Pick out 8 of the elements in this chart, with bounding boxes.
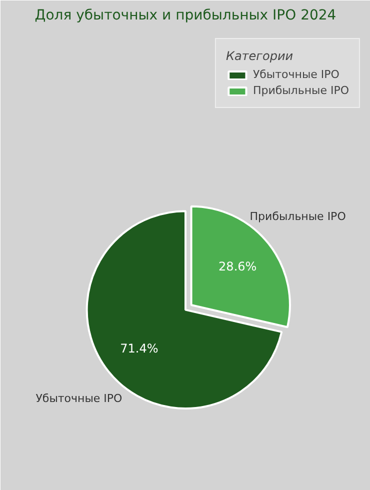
slice-label: Прибыльные IPO (250, 210, 346, 223)
legend-title: Категории (226, 49, 294, 63)
data-label: 28.6% (218, 259, 257, 274)
slice-label: Убыточные IPO (36, 392, 123, 406)
legend-label: Прибыльные IPO (252, 84, 349, 97)
data-label: 71.4% (120, 341, 158, 356)
legend-label: Убыточные IPO (252, 68, 340, 81)
chart-title: Доля убыточных и прибыльных IPO 2024 (34, 8, 336, 24)
